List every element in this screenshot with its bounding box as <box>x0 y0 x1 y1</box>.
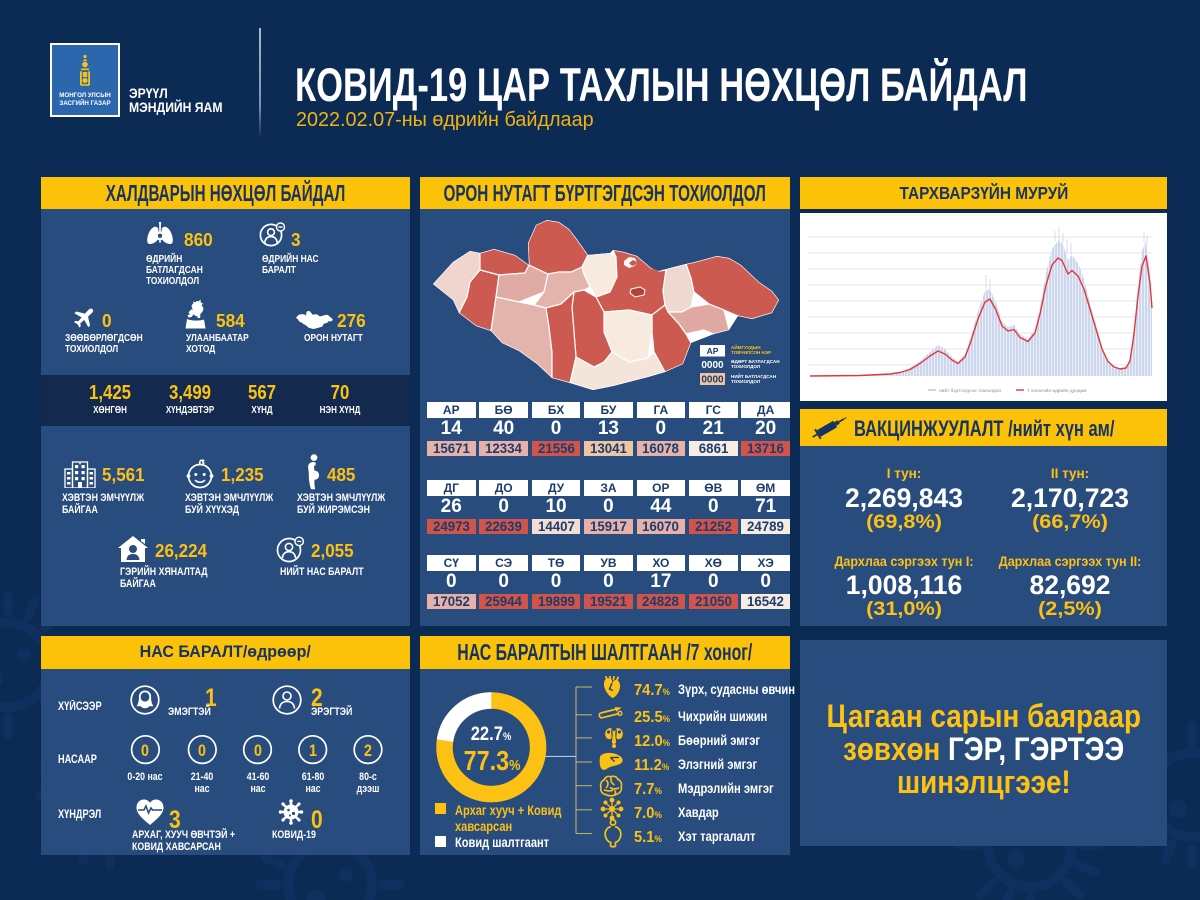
svg-text:H: H <box>79 461 82 465</box>
svg-text:НИЙТ БАТЛАГДСАН: НИЙТ БАТЛАГДСАН <box>731 372 777 379</box>
svg-text:АЙМГУУДЫН: АЙМГУУДЫН <box>731 343 761 350</box>
svg-text:ЗАСГИЙН ГАЗАР: ЗАСГИЙН ГАЗАР <box>59 99 110 107</box>
svg-text:ТОХИОЛДОЛ: ТОХИОЛДОЛ <box>731 364 760 369</box>
svg-text:нийт бүртгэгдсэн тохиолдол: нийт бүртгэгдсэн тохиолдол <box>939 387 1001 394</box>
svg-text:0000: 0000 <box>701 375 724 386</box>
svg-text:ТОХИОЛДОЛ: ТОХИОЛДОЛ <box>731 379 760 384</box>
svg-text:МОНГОЛ УЛСЫН: МОНГОЛ УЛСЫН <box>59 92 111 99</box>
svg-text:АР: АР <box>707 346 719 356</box>
svg-text:ТОВЧИЛСОН НЭР: ТОВЧИЛСОН НЭР <box>731 350 771 355</box>
svg-text:0000: 0000 <box>701 360 724 371</box>
svg-text:7 хоногийн өдрийн дундаж: 7 хоногийн өдрийн дундаж <box>1027 387 1087 394</box>
svg-text:ӨДӨРТ БАТЛАГДСАН: ӨДӨРТ БАТЛАГДСАН <box>731 359 780 364</box>
